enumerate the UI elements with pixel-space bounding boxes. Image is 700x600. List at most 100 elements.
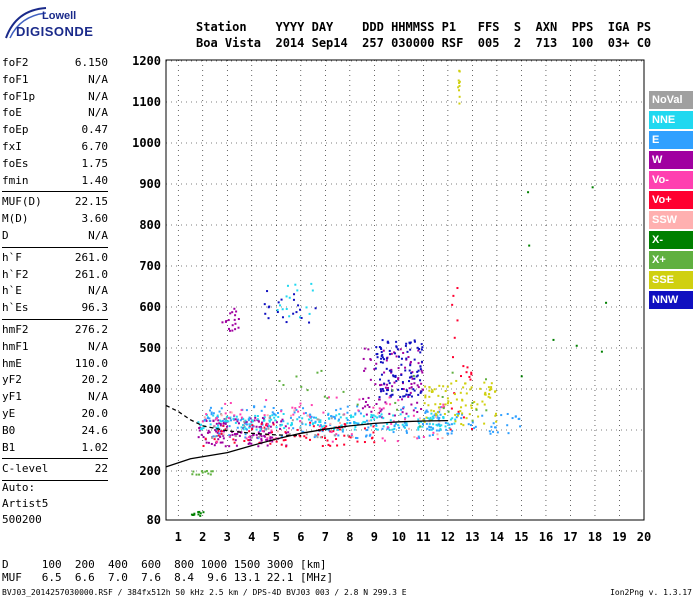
echo-point [388, 353, 391, 356]
echo-point [398, 426, 401, 429]
echo-point [450, 423, 453, 426]
echo-point [405, 431, 408, 434]
echo-point [266, 414, 269, 417]
header-values: Boa Vista 2014 Sep14 257 030000 RSF 005 … [196, 36, 652, 50]
echo-point [248, 425, 251, 428]
echo-point [242, 427, 245, 430]
echo-point [379, 346, 382, 349]
echo-point [234, 439, 237, 442]
echo-point [243, 420, 246, 423]
echo-point [213, 444, 216, 447]
echo-point [235, 310, 238, 313]
echo-point [370, 416, 373, 419]
echo-point [295, 375, 298, 378]
echo-point [212, 414, 215, 417]
echo-point [376, 416, 379, 419]
echo-point [210, 442, 213, 445]
echo-point [305, 306, 308, 309]
echo-point [380, 350, 383, 353]
echo-point [276, 430, 279, 433]
muf-row: MUF 6.5 6.6 7.0 7.6 8.4 9.6 13.1 22.1 [M… [2, 571, 334, 584]
echo-point [224, 402, 227, 405]
echo-point [364, 367, 367, 370]
echo-point [389, 419, 392, 422]
echo-point [433, 414, 436, 417]
echo-point [404, 344, 407, 347]
echo-point [292, 312, 295, 315]
echo-point [263, 426, 266, 429]
echo-point [467, 423, 470, 426]
echo-point [262, 427, 265, 430]
echo-point [487, 395, 490, 398]
echo-point [217, 434, 220, 437]
param-row: yE 20.0 [2, 406, 108, 423]
echo-point [372, 425, 375, 428]
param-name: B0 [2, 423, 16, 437]
echo-point [490, 425, 493, 428]
echo-point [237, 326, 240, 329]
param-value: 6.70 [81, 139, 109, 153]
echo-point [342, 428, 345, 431]
param-value: 1.02 [81, 440, 109, 454]
echo-point [308, 312, 311, 315]
echo-point [444, 421, 447, 424]
echo-point [234, 328, 237, 331]
echo-point [314, 307, 317, 310]
echo-point [440, 406, 443, 409]
echo-point [314, 434, 317, 437]
echo-point [405, 424, 408, 427]
echo-point [373, 368, 376, 371]
echo-point [465, 371, 468, 374]
echo-point [456, 287, 459, 290]
echo-point [447, 410, 450, 413]
echo-point [369, 358, 372, 361]
echo-point [382, 417, 385, 420]
echo-point [361, 407, 364, 410]
echo-point [417, 393, 420, 396]
echo-point [412, 414, 415, 417]
echo-point [224, 445, 227, 448]
echo-point [465, 392, 468, 395]
y-tick-label: 1200 [132, 54, 161, 68]
echo-point [494, 390, 497, 393]
echo-point [413, 435, 416, 438]
echo-point [418, 417, 421, 420]
echo-point [346, 422, 349, 425]
echo-point [383, 358, 386, 361]
echo-point [323, 427, 326, 430]
echo-point [227, 420, 230, 423]
echo-point [420, 420, 423, 423]
echo-point [448, 423, 451, 426]
echo-point [425, 416, 428, 419]
echo-point [271, 440, 274, 443]
echo-point [373, 418, 376, 421]
echo-point [297, 304, 300, 307]
echo-point [217, 429, 220, 432]
echo-point [324, 437, 327, 440]
echo-point [462, 416, 465, 419]
echo-point [210, 470, 213, 473]
echo-point [375, 346, 378, 349]
echo-point [392, 374, 395, 377]
echo-point [301, 430, 304, 433]
echo-point [260, 435, 263, 438]
echo-point [379, 388, 382, 391]
echo-point [338, 413, 341, 416]
echo-point [362, 397, 365, 400]
y-tick-label: 400 [139, 382, 161, 396]
echo-point [382, 389, 385, 392]
echo-point [401, 398, 404, 401]
echo-point [403, 418, 406, 421]
echo-point [458, 80, 461, 83]
param-name: yE [2, 406, 16, 420]
echo-point [257, 419, 260, 422]
echo-point [396, 408, 399, 411]
echo-point [405, 412, 408, 415]
x-tick-label: 9 [371, 530, 378, 544]
echo-point [400, 373, 403, 376]
echo-point [300, 316, 303, 319]
echo-point [314, 420, 317, 423]
echo-point [469, 424, 472, 427]
echo-point [481, 400, 484, 403]
echo-point [236, 420, 239, 423]
